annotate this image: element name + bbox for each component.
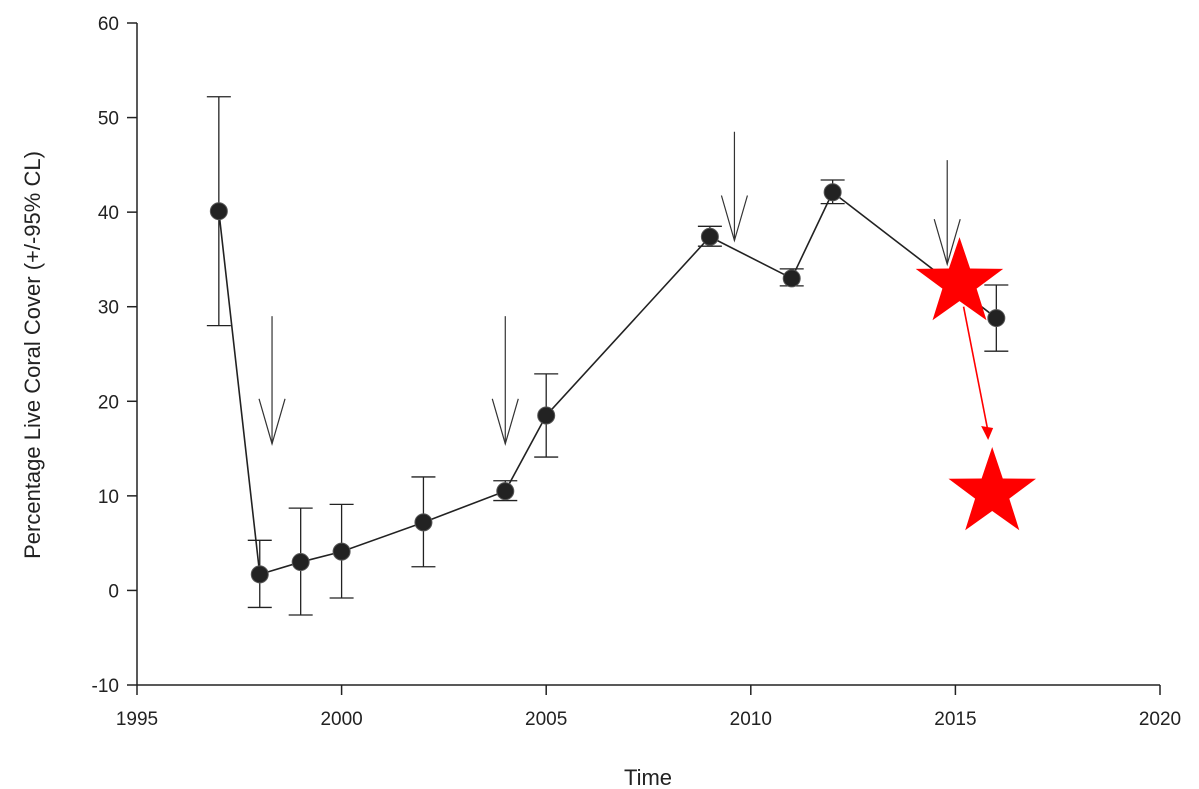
data-point <box>700 227 719 246</box>
event-arrow-head <box>720 195 749 243</box>
data-point <box>332 542 351 561</box>
data-point <box>414 513 433 532</box>
x-tick-label: 2020 <box>1139 709 1181 730</box>
y-tick-label: 0 <box>108 581 119 602</box>
red-arrow-head <box>981 426 994 441</box>
data-point <box>987 309 1006 328</box>
data-point <box>823 183 842 202</box>
error-bars <box>206 96 1009 616</box>
data-point <box>537 406 556 425</box>
y-tick-label: 30 <box>98 298 119 319</box>
red-star-marker <box>948 447 1036 531</box>
x-tick-label: 1995 <box>116 709 158 730</box>
y-tick-label: 40 <box>98 203 119 224</box>
x-axis-title: Time <box>624 765 672 789</box>
annotations <box>258 131 1036 531</box>
x-tick-label: 2005 <box>525 709 567 730</box>
series-line <box>218 191 997 576</box>
data-point <box>291 553 310 572</box>
y-tick-label: 60 <box>98 14 119 35</box>
event-arrow-head <box>933 218 961 267</box>
red-star-marker <box>915 237 1004 321</box>
event-arrow-head <box>491 398 519 447</box>
axes: -10 0 10 20 30 40 50 60 1995 2000 2005 2010 2015 2020 <box>92 14 1182 730</box>
x-tick-label: 2000 <box>320 709 362 730</box>
data-point <box>250 565 269 584</box>
y-tick-label: 10 <box>98 487 119 508</box>
data-series <box>209 183 1006 584</box>
y-tick-label: 20 <box>98 392 119 413</box>
red-arrow-shaft <box>962 306 989 433</box>
data-point <box>209 202 228 221</box>
y-axis-title: Percentage Live Coral Cover (+/-95% CL) <box>20 151 45 559</box>
event-arrow-head <box>258 398 286 447</box>
x-tick-label: 2010 <box>730 709 772 730</box>
x-tick-label: 2015 <box>934 709 976 730</box>
data-point <box>782 269 801 288</box>
y-tick-label: -10 <box>92 676 119 697</box>
y-tick-label: 50 <box>98 109 119 130</box>
data-point <box>496 482 515 501</box>
